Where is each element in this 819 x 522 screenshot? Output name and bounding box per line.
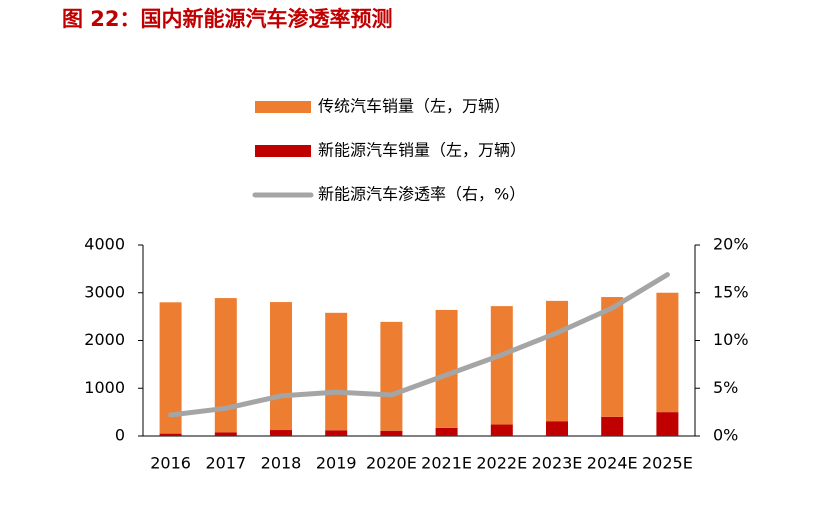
bar	[214, 432, 237, 436]
x-tick-label: 2018	[261, 454, 302, 473]
y-tick-label: 1000	[84, 378, 125, 397]
x-tick-label: 2016	[150, 454, 191, 473]
bar	[270, 302, 292, 431]
x-tick-label: 2024E	[587, 454, 638, 473]
bar	[601, 297, 624, 417]
bar	[214, 298, 237, 433]
y2-tick-label: 5%	[713, 378, 738, 397]
y-tick-label: 0	[115, 426, 125, 445]
bar	[159, 302, 182, 434]
bar	[490, 424, 513, 436]
x-tick-label: 2025E	[642, 454, 693, 473]
x-tick-label: 2020E	[366, 454, 417, 473]
y2-tick-label: 0%	[713, 426, 738, 445]
bar	[159, 433, 182, 436]
y-tick-label: 4000	[84, 235, 125, 254]
legend-swatch	[255, 145, 311, 157]
y2-tick-label: 20%	[713, 235, 749, 254]
bar	[270, 430, 292, 436]
x-tick-label: 2021E	[421, 454, 472, 473]
bar	[546, 421, 568, 436]
x-tick-label: 2019	[316, 454, 357, 473]
bar	[546, 300, 568, 422]
legend-label: 新能源汽车销量（左，万辆）	[318, 141, 526, 160]
y2-tick-label: 10%	[713, 330, 749, 349]
y-tick-label: 3000	[84, 282, 125, 301]
bar	[601, 416, 624, 436]
y-tick-label: 2000	[84, 330, 125, 349]
legend-label: 传统汽车销量（左，万辆）	[318, 97, 510, 116]
bar	[325, 312, 348, 431]
x-tick-label: 2023E	[532, 454, 583, 473]
bar	[435, 427, 458, 436]
y2-tick-label: 15%	[713, 282, 749, 301]
legend-label: 新能源汽车渗透率（右，%）	[318, 185, 525, 204]
bar	[656, 412, 679, 436]
bar	[380, 321, 403, 431]
bar	[490, 306, 513, 425]
x-tick-label: 2017	[205, 454, 246, 473]
legend-swatch	[255, 101, 311, 113]
x-tick-label: 2022E	[476, 454, 527, 473]
bar	[435, 309, 458, 428]
line	[168, 272, 670, 418]
bar	[325, 430, 348, 436]
bar	[656, 292, 679, 413]
bar	[380, 430, 403, 436]
chart-title: 图 22：国内新能源汽车渗透率预测	[62, 7, 393, 31]
